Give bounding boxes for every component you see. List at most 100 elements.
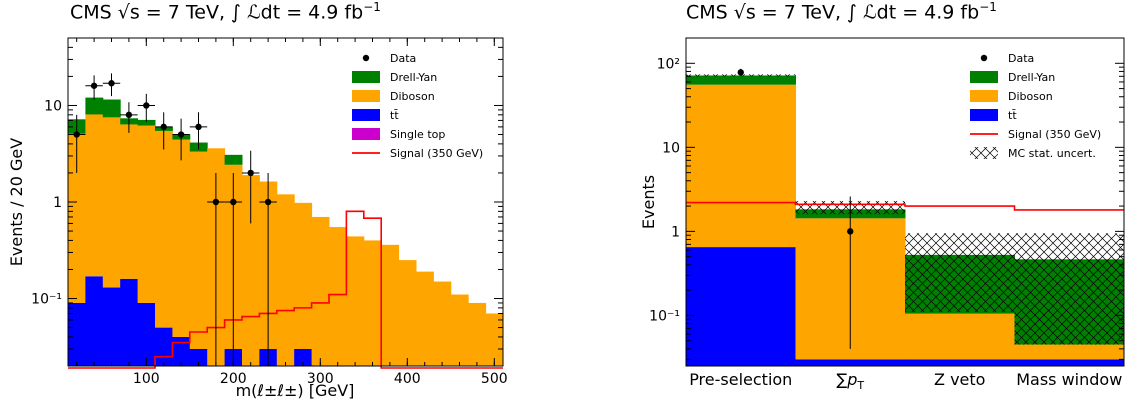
bar-diboson-10 — [242, 175, 260, 366]
t-subscript: T — [856, 379, 864, 392]
left-chart: 100 200 300 400 500 10⁻¹ 1 10 m(ℓ±ℓ±) [GeV] Event… — [7, 37, 508, 400]
bar-diboson-2 — [905, 313, 1015, 360]
data-point-5 — [160, 123, 167, 131]
legend-swatch-2 — [970, 90, 998, 102]
data-point-0 — [73, 131, 80, 138]
x-category-label-3: Mass window — [1016, 370, 1122, 389]
y-tick-label-1: 1 — [53, 195, 62, 211]
legend-label-4: Signal (350 GeV) — [1008, 128, 1101, 141]
bar-tt-1 — [795, 359, 906, 366]
bar-drellyan-1 — [85, 97, 104, 115]
bar-diboson-23 — [468, 302, 487, 366]
legend-label-2: Diboson — [1008, 90, 1053, 103]
legend-swatch-3 — [970, 109, 998, 121]
data-point-3 — [125, 111, 133, 119]
bar-drellyan-0 — [686, 75, 796, 85]
legend-label-3: tt̄ — [1008, 109, 1017, 122]
right-axes-frame — [685, 37, 1125, 367]
bar-tt-7 — [189, 349, 208, 366]
legend-swatch-1 — [352, 71, 380, 83]
x-tick-label-2: 300 — [307, 371, 334, 387]
data-point-6 — [177, 131, 185, 138]
y-tick-label-3: 10² — [657, 56, 680, 72]
data-point-2 — [108, 80, 115, 87]
bar-diboson-13 — [294, 202, 313, 350]
y-tick-label-2: 10 — [44, 98, 62, 114]
left-title-energy: √s = 7 TeV, ∫ ℒdt = 4.9 fb — [117, 1, 364, 24]
bar-tt-0 — [68, 302, 86, 366]
legend-marker-0 — [362, 54, 370, 62]
right-title-exponent: −1 — [979, 0, 997, 14]
bar-diboson-0 — [68, 133, 86, 303]
right-title-energy: √s = 7 TeV, ∫ ℒdt = 4.9 fb — [733, 1, 980, 24]
bar-diboson-5 — [155, 130, 173, 328]
bar-diboson-3 — [1014, 344, 1125, 360]
right-chart: 10⁻¹ 1 10 10² Pre-selection ∑pT Z veto Mass win… — [639, 37, 1125, 392]
signal-line — [686, 201, 1124, 211]
bar-diboson-14 — [311, 216, 330, 366]
bar-tt-6 — [172, 336, 191, 366]
x-category-label-1: ∑pT — [836, 370, 864, 392]
bar-tt-0 — [686, 247, 796, 366]
bar-drellyan-9 — [224, 154, 243, 165]
right-title-prefix: CMS — [686, 1, 734, 24]
legend-swatch-5 — [970, 147, 998, 159]
bar-diboson-21 — [433, 281, 452, 366]
bar-diboson-6 — [172, 139, 191, 337]
data-point-1 — [90, 82, 98, 89]
left-chart-title: CMS √s = 7 TeV, ∫ ℒdt = 4.9 fb−1 — [70, 0, 381, 23]
signal-line — [68, 210, 503, 369]
bar-diboson-19 — [398, 260, 417, 366]
bar-diboson-2 — [102, 117, 121, 288]
bar-diboson-16 — [346, 236, 365, 366]
legend-label-0: Data — [390, 52, 416, 65]
bar-diboson-7 — [189, 151, 208, 350]
bar-diboson-24 — [485, 313, 504, 366]
y-axis-label: Events — [639, 175, 658, 229]
bar-diboson-4 — [137, 125, 156, 303]
data-point-7 — [195, 123, 202, 131]
legend-marker-0 — [980, 54, 988, 62]
p-symbol: p — [846, 370, 857, 389]
bar-diboson-17 — [363, 240, 382, 366]
mc-stat-band-3 — [1014, 233, 1124, 345]
data-point-8 — [212, 198, 220, 206]
data-point-11 — [264, 198, 272, 206]
bar-diboson-15 — [329, 227, 347, 366]
left-title-prefix: CMS — [70, 1, 118, 24]
bar-diboson-3 — [120, 124, 139, 279]
y-tick-label-0: 10⁻¹ — [31, 292, 62, 308]
y-tick-label-0: 10⁻¹ — [649, 308, 680, 324]
x-category-label-2: Z veto — [934, 370, 985, 389]
bar-tt-13 — [294, 349, 313, 366]
bar-diboson-18 — [381, 244, 400, 366]
legend-label-3: tt̄ — [390, 109, 399, 122]
bar-diboson-20 — [416, 271, 434, 366]
bar-diboson-0 — [686, 84, 796, 248]
x-axis-label: m(ℓ±ℓ±) [GeV] — [236, 381, 355, 400]
legend-swatch-4 — [352, 128, 380, 140]
legend-label-0: Data — [1008, 52, 1034, 65]
data-point-0 — [737, 69, 744, 76]
bar-drellyan-2 — [102, 99, 121, 118]
bar-tt-5 — [155, 327, 173, 366]
bar-drellyan-4 — [137, 119, 156, 126]
bar-tt-4 — [137, 302, 156, 366]
legend-label-5: Signal (350 GeV) — [390, 147, 483, 160]
y-tick-label-2: 10 — [662, 140, 680, 156]
right-chart-title: CMS √s = 7 TeV, ∫ ℒdt = 4.9 fb−1 — [686, 0, 997, 23]
legend-swatch-1 — [970, 71, 998, 83]
bar-diboson-1 — [85, 114, 104, 277]
bar-tt-1 — [85, 276, 104, 366]
bar-tt-3 — [120, 278, 139, 366]
bar-tt-3 — [1014, 359, 1125, 366]
y-axis-label: Events / 20 GeV — [7, 138, 26, 266]
legend-label-2: Diboson — [390, 90, 435, 103]
x-category-label-0: Pre-selection — [689, 370, 792, 389]
legend-label-4: Single top — [390, 128, 445, 141]
bar-tt-2 — [102, 287, 121, 366]
bar-diboson-22 — [450, 294, 469, 366]
data-point-1 — [847, 228, 854, 235]
mc-stat-band-2 — [905, 233, 1015, 312]
